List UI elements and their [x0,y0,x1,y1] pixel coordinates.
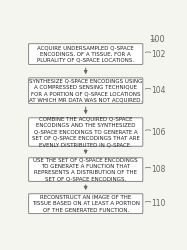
FancyBboxPatch shape [29,78,143,104]
Text: 100: 100 [149,35,165,44]
Text: COMBINE THE ACQUIRED Q-SPACE
ENCODINGS AND THE SYNTHESIZED
Q-SPACE ENCODINGS TO : COMBINE THE ACQUIRED Q-SPACE ENCODINGS A… [32,117,140,147]
Text: 108: 108 [151,165,165,174]
Text: 104: 104 [151,86,165,95]
FancyBboxPatch shape [29,118,143,146]
Text: SYNTHESIZE Q-SPACE ENCODINGS USING
A COMPRESSED SENSING TECHNIQUE
FOR A PORTION : SYNTHESIZE Q-SPACE ENCODINGS USING A COM… [29,78,142,103]
FancyBboxPatch shape [29,158,143,182]
Text: 102: 102 [151,50,165,58]
Text: 110: 110 [151,199,165,208]
Text: 106: 106 [151,128,165,136]
FancyBboxPatch shape [29,194,143,214]
FancyBboxPatch shape [29,44,143,64]
Text: ACQUIRE UNDERSAMPLED Q-SPACE
ENCODINGS, OF A TISSUE, FOR A
PLURALITY OF Q-SPACE : ACQUIRE UNDERSAMPLED Q-SPACE ENCODINGS, … [37,45,134,63]
Text: USE THE SET OF Q-SPACE ENCODINGS
TO GENERATE A FUNCTION THAT
REPRESENTS A DISTRI: USE THE SET OF Q-SPACE ENCODINGS TO GENE… [33,158,138,182]
Text: RECONSTRUCT AN IMAGE OF THE
TISSUE BASED ON AT LEAST A PORTION
OF THE GENERATED : RECONSTRUCT AN IMAGE OF THE TISSUE BASED… [32,195,140,212]
